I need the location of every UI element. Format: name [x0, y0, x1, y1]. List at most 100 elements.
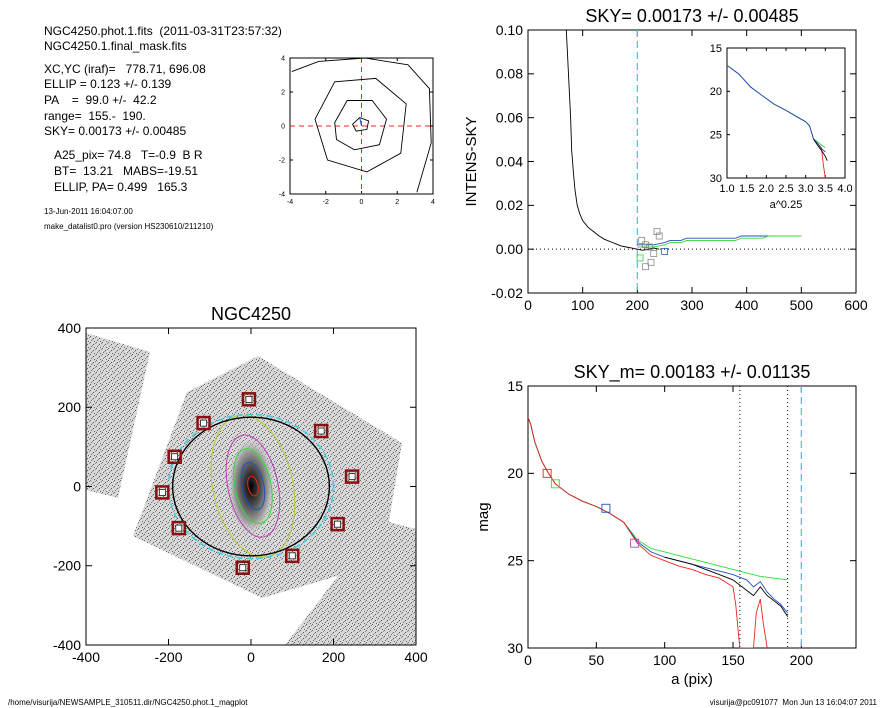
date-line: 13-Jun-2011 16:04:07.00 — [44, 207, 133, 216]
y-tick-label: 0 — [281, 123, 285, 130]
x-tick-label: -200 — [154, 649, 182, 665]
y-tick-label: 4 — [281, 55, 285, 62]
y-tick-label: 0.02 — [496, 197, 523, 213]
y-tick-label: 30 — [507, 640, 523, 656]
mag-marker — [542, 468, 552, 478]
sky-box-inner — [334, 520, 341, 528]
x-tick-label: 100 — [653, 652, 677, 668]
x-tick-label: -2 — [323, 199, 329, 206]
header-line1: NGC4250.phot.1.fits (2011-03-31T23:57:32… — [44, 24, 282, 38]
chart-title: SKY_m= 0.00183 +/- 0.01135 — [574, 362, 811, 383]
sky-marker — [650, 250, 658, 257]
sky-box — [344, 469, 360, 484]
ellip-line: ELLIP = 0.123 +/- 0.139 — [44, 77, 172, 91]
x-tick-label: 3.0 — [798, 183, 813, 195]
header-line2: NGC4250.1.final_mask.fits — [44, 39, 187, 53]
x-tick-label: 0 — [247, 649, 255, 665]
mosaic-tile-left — [86, 333, 150, 498]
sky-box-inner — [348, 473, 356, 480]
galaxy-field — [86, 333, 416, 645]
aperture-ellipse — [171, 416, 331, 557]
x-tick-label: 2 — [395, 199, 399, 206]
x-tick-label: -400 — [72, 649, 100, 665]
x-tick-label: -4 — [287, 199, 293, 206]
isophote-ellipse — [240, 461, 266, 511]
mag-marker — [550, 479, 560, 489]
x-tick-label: 100 — [571, 297, 595, 313]
y-tick-label: 0.00 — [496, 241, 523, 257]
y-tick-label: -200 — [53, 558, 81, 574]
sky-box-inner — [288, 552, 296, 560]
x-tick-label: 0 — [360, 199, 364, 206]
x-tick-label: 0 — [524, 297, 532, 313]
sky-box — [285, 548, 300, 564]
x-tick-label: 500 — [790, 297, 814, 313]
x-tick-label: 0 — [524, 652, 532, 668]
y-tick-label: 400 — [58, 320, 82, 336]
y-tick-label: 0.08 — [496, 66, 523, 82]
x-tick-label: 200 — [626, 297, 650, 313]
y-tick-label: 25 — [710, 130, 722, 142]
x-tick-label: 600 — [844, 297, 868, 313]
a25-line: A25_pix= 74.8 T=-0.9 B R — [54, 148, 203, 162]
ellip-pa-line: ELLIP, PA= 0.499 165.3 — [54, 180, 188, 194]
profile-line-black — [565, 29, 660, 251]
footer-user-date: visurija@pc091077 Mon Jun 13 16:04:07 20… — [709, 698, 877, 707]
sky-box — [241, 392, 257, 407]
mag-line-black — [664, 556, 789, 617]
sky-marker — [653, 228, 661, 236]
chart-title: SKY= 0.00173 +/- 0.00485 — [585, 6, 798, 26]
x-tick-label: 3.5 — [818, 183, 833, 195]
isophote-ellipse — [247, 475, 259, 497]
sky-box — [313, 423, 329, 439]
y-tick-label: 30 — [710, 173, 722, 185]
sky-box — [171, 520, 187, 536]
y-tick-label: 15 — [710, 43, 722, 55]
x-tick-label: 2.0 — [759, 183, 774, 195]
sky-box — [235, 560, 250, 575]
mag-marker — [601, 503, 611, 513]
sky-box — [155, 485, 170, 500]
sky-box — [167, 449, 182, 465]
x-tick-label: 4.0 — [837, 183, 852, 195]
x-axis-label: a^0.25 — [770, 199, 803, 211]
x-tick-label: 4 — [431, 199, 435, 206]
range-line: range= 155.- 190. — [44, 109, 146, 123]
pa-line: PA = 99.0 +/- 42.2 — [44, 93, 157, 107]
y-axis-label: INTENS-SKY — [463, 116, 480, 206]
y-tick-label: 2 — [281, 89, 285, 96]
sky-box-inner — [245, 395, 253, 403]
x-axis-label: a (pix) — [671, 671, 713, 688]
y-tick-label: 15 — [507, 378, 523, 394]
mag-line-red — [528, 417, 768, 648]
sky-marker — [647, 258, 655, 266]
x-tick-label: 150 — [721, 652, 745, 668]
x-tick-label: 400 — [404, 649, 428, 665]
mag-marker — [630, 538, 640, 548]
contour-line — [334, 100, 387, 151]
y-tick-label: 20 — [507, 465, 523, 481]
sky-marker — [638, 236, 646, 244]
sky-marker — [642, 263, 649, 271]
sky-box — [330, 516, 345, 532]
isophote-ellipse — [233, 448, 273, 524]
sky-box-inner — [158, 489, 166, 496]
x-tick-label: 400 — [735, 297, 759, 313]
y-tick-label: 0.10 — [496, 22, 523, 38]
inset-line-black — [813, 138, 828, 161]
sky-marker — [645, 243, 653, 251]
x-tick-label: 300 — [680, 297, 704, 313]
y-tick-label: 200 — [58, 399, 82, 415]
sky-box — [196, 415, 211, 431]
sky-marker — [636, 254, 644, 262]
x-tick-label: 200 — [790, 652, 814, 668]
sky-marker — [642, 241, 649, 249]
chart-title: NGC4250 — [211, 304, 291, 324]
x-tick-label: 2.5 — [778, 183, 793, 195]
y-tick-label: 0.04 — [496, 153, 523, 169]
footer-path: /home/visurija/NEWSAMPLE_310511.dir/NGC4… — [8, 698, 248, 707]
y-tick-label: -0.02 — [491, 285, 523, 301]
